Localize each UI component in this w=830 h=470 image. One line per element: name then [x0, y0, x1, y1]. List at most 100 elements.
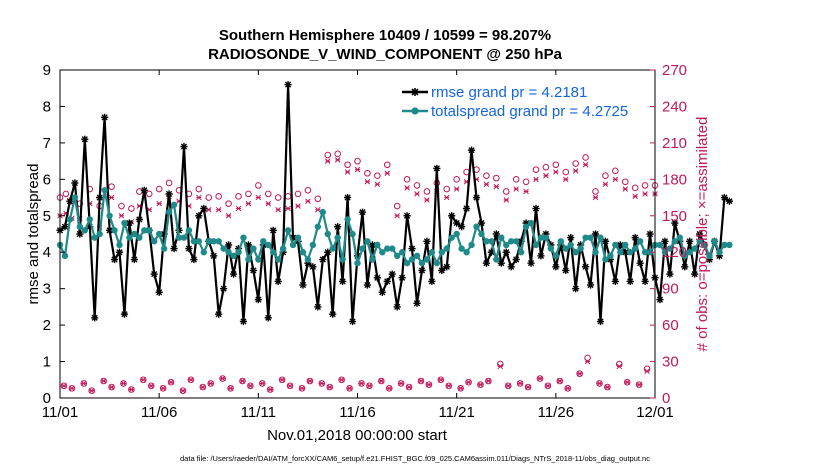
obs-possible-marker	[215, 193, 222, 200]
totalspread-point	[215, 238, 222, 245]
rmse-point-stroke	[681, 263, 688, 270]
obs-assimilated-marker	[225, 213, 232, 219]
totalspread-point	[175, 234, 183, 241]
obs-assimilated-marker	[576, 370, 583, 377]
obs-possible-marker	[397, 380, 405, 387]
legend-rmse-label: rmse grand pr = 4.2181	[431, 84, 587, 101]
legend: rmse grand pr = 4.2181 totalspread grand…	[402, 84, 628, 120]
rmse-point-stroke	[131, 256, 138, 263]
rmse-line	[59, 83, 731, 323]
totalspread-point	[493, 256, 500, 263]
obs-possible-marker	[80, 380, 88, 387]
obs-possible-marker	[334, 150, 341, 158]
rmse-point	[586, 281, 595, 289]
y-left-tick-label: 0	[43, 390, 51, 407]
totalspread-point	[91, 234, 98, 241]
rmse-point-stroke	[309, 263, 316, 270]
rmse-point	[591, 230, 600, 238]
obs-assimilated-marker	[394, 213, 400, 219]
x-tick-label: 12/01	[636, 404, 674, 421]
obs-assimilated-marker	[414, 191, 420, 197]
obs-assimilated-marker	[483, 181, 490, 187]
totalspread-point	[597, 234, 604, 241]
rmse-point	[418, 266, 426, 275]
obs-assimilated-marker	[553, 169, 559, 175]
rmse-point-stroke	[195, 212, 202, 219]
rmse-point	[472, 193, 481, 202]
totalspread-point	[245, 256, 252, 263]
rmse-point-stroke	[622, 249, 629, 256]
rmse-point-stroke	[136, 216, 143, 223]
obs-assimilated-marker	[267, 386, 273, 393]
obs-assimilated-marker	[61, 383, 67, 389]
rmse-point	[596, 317, 605, 326]
obs-possible-marker	[582, 154, 589, 161]
totalspread-point	[250, 245, 257, 252]
obs-assimilated-marker	[582, 162, 589, 168]
obs-possible-marker	[502, 188, 510, 195]
obs-possible-marker	[62, 190, 70, 198]
obs-possible-marker	[405, 383, 413, 391]
totalspread-point	[329, 245, 336, 252]
totalspread-point	[681, 252, 688, 260]
totalspread-point	[617, 249, 624, 256]
obs-possible-marker	[623, 378, 631, 386]
totalspread-point	[428, 249, 436, 256]
rmse-point	[155, 288, 163, 296]
obs-possible-marker	[346, 384, 353, 392]
obs-assimilated-marker	[120, 380, 127, 387]
totalspread-point	[195, 238, 203, 245]
totalspread-point	[582, 234, 589, 241]
totalspread-point	[423, 256, 431, 263]
rmse-point	[284, 80, 292, 89]
obs-possible-marker	[423, 188, 431, 195]
rmse-point-stroke	[443, 263, 450, 270]
rmse-point-stroke	[374, 274, 381, 281]
totalspread-point	[438, 249, 445, 256]
rmse-point	[686, 237, 694, 245]
totalspread-point	[636, 238, 644, 245]
obs-possible-marker	[314, 195, 322, 203]
obs-possible-marker	[60, 382, 68, 390]
rmse-point	[467, 146, 476, 154]
rmse-point	[314, 303, 322, 311]
obs-possible-marker	[516, 380, 524, 387]
totalspread-point	[294, 234, 302, 241]
obs-possible-marker	[524, 383, 532, 391]
obs-possible-marker	[145, 190, 153, 198]
obs-possible-marker	[199, 383, 207, 391]
totalspread-point	[691, 245, 698, 252]
rmse-point	[507, 263, 515, 271]
rmse-point-stroke	[314, 303, 321, 310]
y-right-tick-label: 180	[662, 171, 687, 188]
obs-possible-marker	[602, 172, 609, 179]
rmse-point-stroke	[418, 267, 426, 274]
rmse-point-stroke	[329, 311, 336, 318]
totalspread-point	[314, 223, 322, 230]
totalspread-point	[587, 234, 594, 241]
obs-assimilated-marker	[386, 385, 392, 392]
totalspread-point	[572, 249, 579, 256]
obs-assimilated-marker	[148, 383, 154, 389]
rmse-point-stroke	[180, 143, 188, 150]
obs-assimilated-marker	[622, 186, 629, 192]
obs-possible-marker	[338, 376, 345, 384]
rmse-point	[443, 263, 451, 271]
totalspread-point	[498, 234, 505, 241]
rmse-point-stroke	[433, 165, 440, 172]
obs-assimilated-marker	[632, 193, 638, 200]
rmse-point-stroke	[612, 278, 619, 285]
totalspread-point	[339, 256, 346, 263]
obs-possible-marker	[167, 378, 175, 386]
rmse-point	[497, 259, 505, 267]
totalspread-point	[627, 249, 634, 256]
obs-possible-marker	[306, 377, 314, 385]
obs-possible-marker	[100, 377, 107, 385]
rmse-point	[458, 223, 466, 231]
obs-assimilated-marker	[156, 200, 162, 207]
rmse-point-stroke	[423, 238, 431, 245]
totalspread-point	[86, 216, 93, 223]
y-left-tick-label: 9	[43, 62, 51, 79]
obs-possible-marker	[247, 382, 254, 390]
obs-assimilated-marker	[533, 176, 539, 183]
